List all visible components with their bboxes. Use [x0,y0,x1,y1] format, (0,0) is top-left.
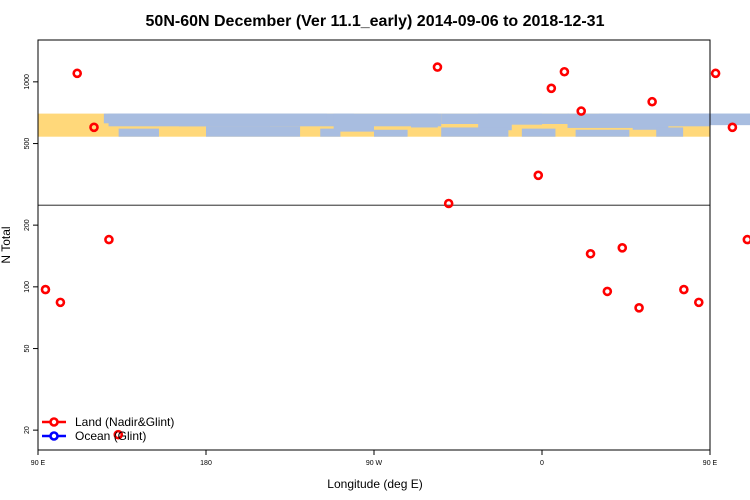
world-map-band [38,113,750,137]
y-tick-label: 100 [24,281,31,293]
legend: Land (Nadir&Glint)Ocean (Glint) [42,415,174,443]
data-point-land-6 [432,62,443,72]
data-point-land-0 [40,284,51,295]
map-ocean-patch [206,126,301,137]
data-point-land-14 [617,243,628,253]
data-point-land-5 [113,429,124,440]
y-axis: 20 50 100 200 500 1000 [24,74,38,434]
x-tick-label: 90 E [31,460,46,467]
map-ocean-patch [575,129,630,137]
x-tick-label: 180 [200,460,212,467]
data-point-land-19 [710,68,721,79]
x-axis-label: Longitude (deg E) [327,477,422,491]
data-point-land-3 [89,122,99,133]
y-tick-label: 50 [24,345,31,353]
map-ocean-patch [693,113,750,126]
y-tick-label: 200 [24,219,31,231]
map-ocean-patch [374,129,408,137]
data-point-land-10 [559,66,570,77]
map-ocean-patch [656,127,684,137]
map-ocean-patch [320,128,341,137]
y-tick-label: 500 [24,138,31,150]
legend-marker-1 [49,431,59,441]
y-axis-label: N Total [0,226,13,263]
map-ocean-patch [521,128,556,137]
x-tick-label: 0 [540,460,544,467]
x-tick-label: 90 E [703,460,718,467]
plot-frame [37,39,711,451]
data-point-land-7 [443,198,454,209]
data-point-land-20 [727,122,738,133]
legend-label-0: Land (Nadir&Glint) [75,415,174,429]
map-ocean-patch [508,113,542,125]
map-ocean-patch [478,113,512,131]
data-point-land-16 [647,96,657,107]
data-point-land-9 [546,83,557,94]
legend-label-1: Ocean (Glint) [75,429,146,443]
data-point-land-12 [585,248,596,259]
data-point-land-1 [55,297,66,308]
y-tick-label: 20 [24,426,31,434]
data-point-land-2 [72,68,82,79]
legend-marker-0 [49,417,59,427]
data-point-land-18 [693,297,704,308]
map-ocean-patch [410,113,438,128]
data-point-land-8 [533,170,544,181]
x-tick-label: 90 W [366,460,383,467]
map-ocean-patch [333,113,374,132]
map-ocean-patch [441,127,509,137]
data-point-land-13 [602,286,613,297]
map-ocean-patch [118,128,159,137]
x-axis: 90 E 180 90 W 0 90 E [31,450,718,467]
data-point-land-11 [576,106,587,116]
data-point-land-15 [634,303,644,313]
data-point-land-17 [679,284,689,295]
map-ocean-patch [156,113,184,126]
data-point-land-4 [104,234,114,245]
chart-title: 50N-60N December (Ver 11.1_early) 2014-0… [146,13,605,30]
map-ocean-patch [632,113,660,130]
map-ocean-patch [259,113,327,120]
data-points [40,62,750,440]
y-tick-label: 1000 [24,74,31,90]
data-point-land-21 [742,234,750,245]
map-ocean-patch [118,113,180,126]
